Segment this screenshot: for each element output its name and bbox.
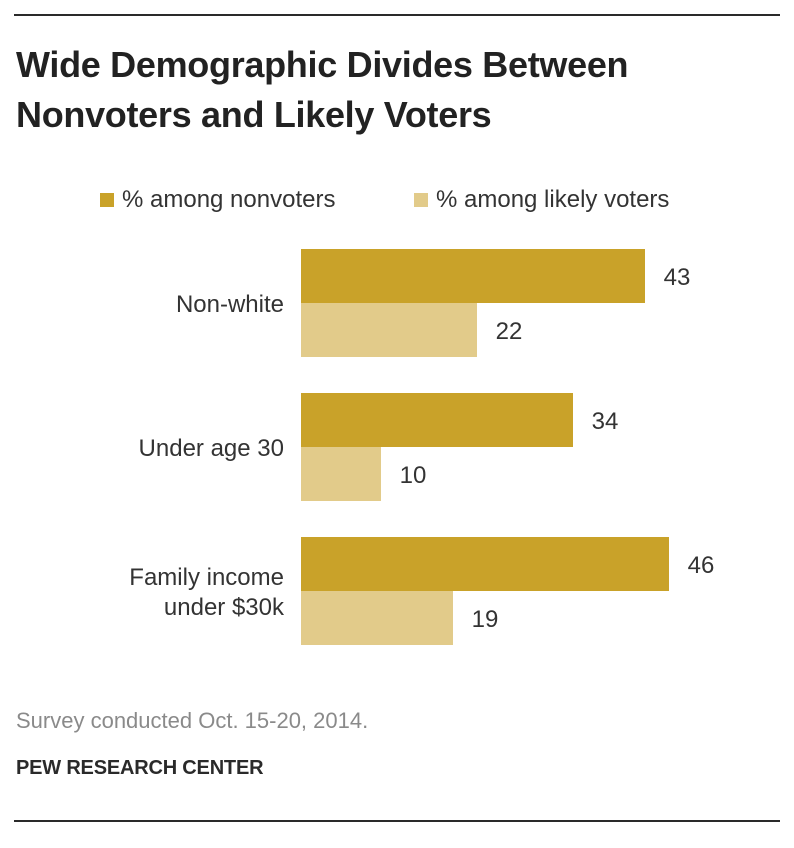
bar-non-white-nonvoters [301, 249, 645, 303]
category-label-non-white: Non-white [176, 291, 284, 318]
category-label-family-income-line-1: Family income [129, 564, 284, 591]
top-rule [14, 14, 780, 16]
legend-swatch-nonvoters [100, 193, 114, 207]
legend-label-nonvoters: % among nonvoters [122, 186, 336, 213]
value-label-non-white-likely-voters: 22 [496, 318, 523, 345]
chart-title: Wide Demographic Divides Between Nonvote… [16, 44, 629, 135]
value-label-under-age-30-likely-voters: 10 [400, 462, 427, 489]
legend-item-likely-voters: % among likely voters [414, 186, 669, 214]
bar-under-age-30-nonvoters [301, 393, 573, 447]
bar-family-income-likely-voters [301, 591, 453, 645]
legend-swatch-likely-voters [414, 193, 428, 207]
bottom-rule [14, 820, 780, 822]
legend-label-likely-voters: % among likely voters [436, 186, 670, 213]
value-label-family-income-likely-voters: 19 [472, 606, 499, 633]
bar-chart: Non-white 43 22 Under age 30 34 10 Family inco… [129, 249, 715, 645]
source-credit: PEW RESEARCH CENTER [16, 757, 264, 779]
bar-non-white-likely-voters [301, 303, 477, 357]
category-label-under-age-30: Under age 30 [139, 435, 284, 462]
survey-note: Survey conducted Oct. 15-20, 2014. [16, 708, 369, 733]
bar-under-age-30-likely-voters [301, 447, 381, 501]
category-label-family-income-line-2: under $30k [164, 594, 285, 621]
value-label-non-white-nonvoters: 43 [664, 264, 691, 291]
bar-family-income-nonvoters [301, 537, 669, 591]
value-label-family-income-nonvoters: 46 [688, 552, 715, 579]
legend-item-nonvoters: % among nonvoters [100, 186, 335, 214]
value-label-under-age-30-nonvoters: 34 [592, 408, 619, 435]
